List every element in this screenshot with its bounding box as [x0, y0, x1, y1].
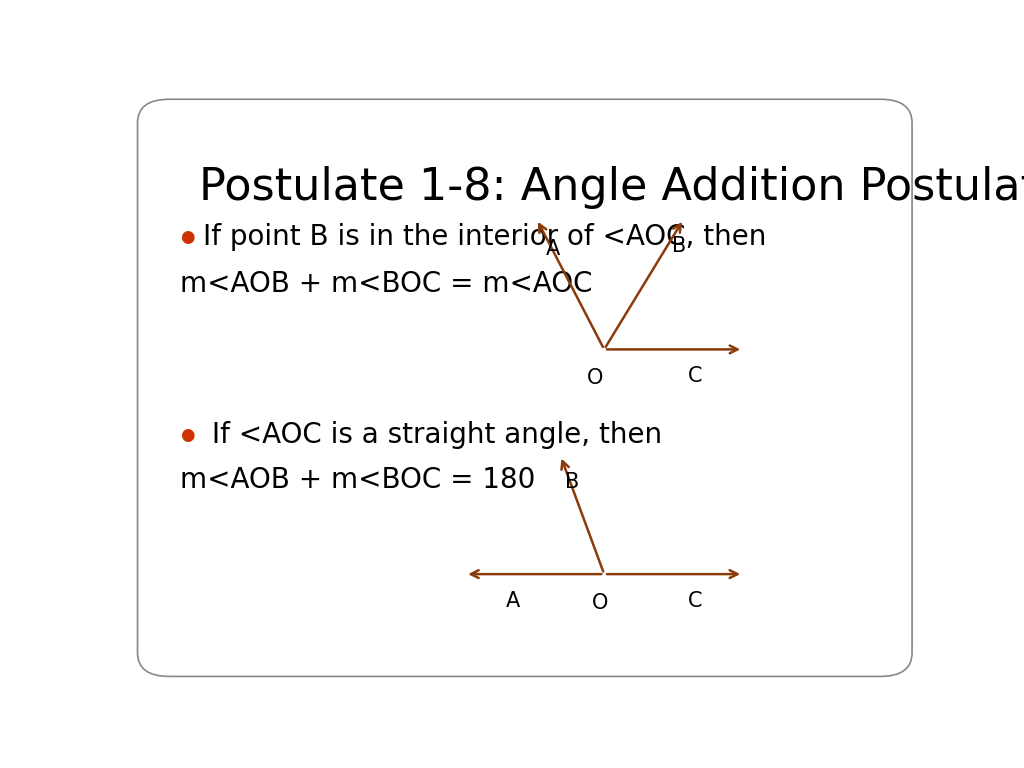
- Text: B: B: [565, 472, 580, 492]
- Text: C: C: [688, 366, 702, 386]
- Text: O: O: [592, 592, 608, 613]
- Text: A: A: [506, 591, 520, 611]
- Text: A: A: [546, 239, 560, 259]
- Text: ●: ●: [179, 228, 195, 246]
- Text: If point B is in the interior of <AOC, then: If point B is in the interior of <AOC, t…: [204, 223, 767, 251]
- Text: m<AOB + m<BOC = m<AOC: m<AOB + m<BOC = m<AOC: [179, 270, 592, 298]
- Text: If <AOC is a straight angle, then: If <AOC is a straight angle, then: [204, 421, 663, 449]
- Text: B: B: [673, 236, 687, 256]
- Text: m<AOB + m<BOC = 180: m<AOB + m<BOC = 180: [179, 465, 535, 494]
- Text: ●: ●: [179, 426, 195, 444]
- FancyBboxPatch shape: [137, 99, 912, 677]
- Text: C: C: [688, 591, 702, 611]
- Text: O: O: [587, 368, 603, 388]
- Text: Postulate 1-8: Angle Addition Postulate: Postulate 1-8: Angle Addition Postulate: [200, 166, 1024, 209]
